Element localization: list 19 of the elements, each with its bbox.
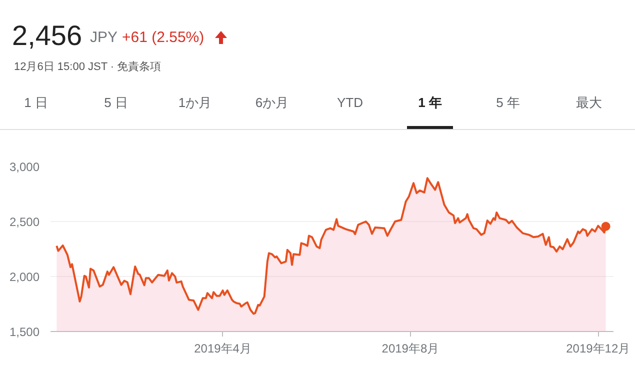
chart-subtitle: 12月6日 15:00 JST · 免責条項	[14, 61, 162, 73]
chart-title: 2,456	[12, 20, 82, 51]
text: 1 年	[417, 95, 443, 110]
x-tick-label: 2019年8月	[382, 342, 440, 356]
y-tick-label: 3,000	[9, 160, 40, 174]
y-tick-label: 1,500	[9, 325, 40, 339]
text: JPY	[90, 29, 118, 46]
text: 1 日	[23, 95, 49, 110]
text: 6か月	[254, 95, 290, 110]
text: +61 (2.55%)	[122, 29, 204, 46]
x-tick-label: 2019年12月	[566, 342, 630, 356]
y-tick-label: 2,500	[9, 215, 40, 229]
x-tick-label: 2019年4月	[194, 342, 252, 356]
y-tick-label: 2,000	[9, 270, 40, 284]
text: 5 日	[103, 95, 129, 110]
text: YTD	[336, 95, 364, 110]
text: 5 年	[495, 95, 521, 110]
text: 1か月	[177, 95, 213, 110]
text: 最大	[575, 95, 603, 110]
